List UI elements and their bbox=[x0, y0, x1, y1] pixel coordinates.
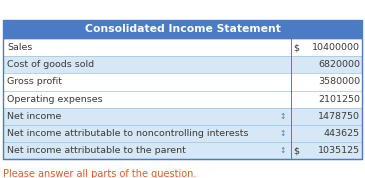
Bar bbox=[3, 142, 362, 159]
Bar bbox=[3, 91, 362, 108]
Text: 2101250: 2101250 bbox=[318, 95, 360, 104]
Text: Please answer all parts of the question.: Please answer all parts of the question. bbox=[3, 169, 196, 178]
Text: 10400000: 10400000 bbox=[312, 43, 360, 52]
Text: 1035125: 1035125 bbox=[318, 146, 360, 155]
Text: Consolidated Income Statement: Consolidated Income Statement bbox=[85, 24, 280, 34]
Bar bbox=[3, 73, 362, 91]
Text: Operating expenses: Operating expenses bbox=[7, 95, 103, 104]
Text: 6820000: 6820000 bbox=[318, 60, 360, 69]
Text: ↕: ↕ bbox=[280, 112, 286, 121]
Text: Gross profit: Gross profit bbox=[7, 77, 62, 87]
Bar bbox=[3, 56, 362, 73]
Text: ↕: ↕ bbox=[280, 146, 286, 155]
Text: 443625: 443625 bbox=[324, 129, 360, 138]
Bar bbox=[3, 20, 362, 159]
Text: ↕: ↕ bbox=[280, 129, 286, 138]
Text: Net income attributable to the parent: Net income attributable to the parent bbox=[7, 146, 186, 155]
Text: Net income: Net income bbox=[7, 112, 62, 121]
Bar bbox=[3, 108, 362, 125]
Text: $: $ bbox=[293, 43, 299, 52]
Text: Cost of goods sold: Cost of goods sold bbox=[7, 60, 95, 69]
Text: 1478750: 1478750 bbox=[318, 112, 360, 121]
Bar bbox=[3, 125, 362, 142]
Text: Sales: Sales bbox=[7, 43, 33, 52]
Bar bbox=[3, 20, 362, 39]
Text: $: $ bbox=[293, 146, 299, 155]
Text: 3580000: 3580000 bbox=[318, 77, 360, 87]
Bar bbox=[3, 39, 362, 56]
Text: Net income attributable to noncontrolling interests: Net income attributable to noncontrollin… bbox=[7, 129, 249, 138]
